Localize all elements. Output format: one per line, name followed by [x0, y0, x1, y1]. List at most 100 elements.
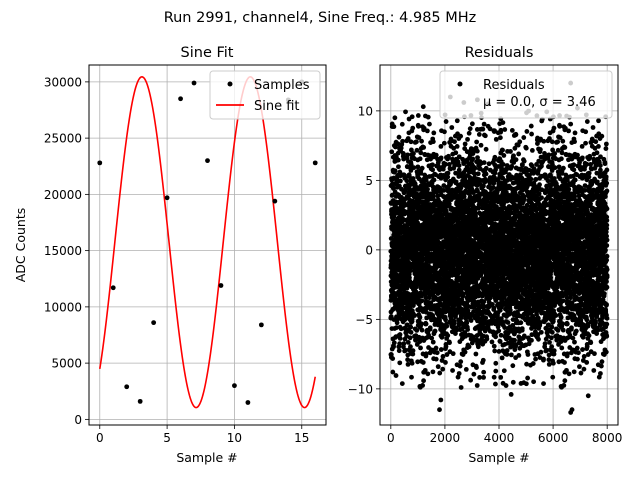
residual-point [423, 295, 429, 301]
residual-point [454, 144, 460, 149]
residual-point [431, 194, 436, 199]
residual-point [410, 176, 416, 181]
residual-point [492, 154, 498, 160]
sample-point [218, 283, 224, 288]
residual-point [390, 356, 396, 361]
residual-point [435, 364, 441, 370]
residual-point [421, 378, 426, 384]
y-tick-label: 30000 [44, 75, 82, 89]
residual-point [481, 369, 487, 375]
residual-point [456, 371, 462, 376]
residual-point [521, 135, 527, 140]
sample-point [205, 158, 210, 164]
residual-point [409, 360, 415, 366]
residual-point [419, 138, 424, 144]
residual-point [422, 367, 428, 373]
residual-point [518, 320, 524, 326]
y-tick-label: 15000 [44, 244, 82, 258]
residual-point [513, 132, 519, 138]
residual-point [483, 171, 489, 177]
residual-point [476, 132, 482, 137]
sample-point [151, 320, 157, 326]
figure-suptitle: Run 2991, channel4, Sine Freq.: 4.985 MH… [164, 10, 477, 26]
residual-point [443, 344, 449, 350]
sample-point [245, 400, 251, 405]
residual-point [497, 135, 503, 141]
residual-point [474, 148, 480, 154]
residual-point [454, 118, 460, 124]
residual-point [516, 353, 522, 358]
residual-point [417, 314, 423, 320]
residual-point [410, 348, 416, 354]
residual-point [499, 355, 505, 361]
residual-point [413, 337, 419, 342]
residual-point [468, 318, 474, 323]
residual-point [469, 121, 475, 127]
residual-point [418, 321, 424, 327]
residual-point [420, 360, 426, 365]
y-tick-label: 10000 [44, 300, 82, 314]
residual-point [463, 366, 469, 372]
y-tick-label: 5000 [51, 357, 82, 371]
residual-point [414, 328, 420, 333]
residual-point [447, 340, 452, 346]
residual-point [397, 335, 403, 341]
sine-fit-xlabel: Sample # [176, 450, 237, 465]
residual-point [480, 126, 486, 132]
x-tick-label: 5 [163, 431, 171, 445]
residual-point [464, 320, 470, 326]
residual-point [394, 325, 399, 331]
residual-point [444, 323, 450, 329]
residuals-points [388, 80, 610, 415]
sample-point [178, 96, 183, 102]
residual-point [492, 348, 498, 354]
residual-point [430, 339, 436, 345]
residual-point [411, 151, 416, 156]
residual-point [484, 336, 490, 342]
sample-point [110, 285, 116, 291]
residual-point [500, 120, 506, 126]
residual-point [502, 127, 508, 132]
residual-point [443, 119, 449, 124]
residual-point [403, 109, 408, 115]
residual-point [498, 374, 504, 380]
residual-point [427, 121, 432, 127]
residual-point [450, 351, 456, 357]
residual-point [423, 321, 429, 327]
residual-point [396, 164, 401, 170]
residual-point [389, 149, 395, 155]
residual-point [419, 298, 425, 304]
residual-point [475, 171, 481, 177]
residual-point [474, 365, 479, 370]
residual-point [421, 145, 427, 150]
residual-point [470, 156, 476, 162]
residual-point [517, 139, 523, 145]
residual-point [483, 315, 489, 321]
residual-point [445, 170, 451, 176]
residual-point [419, 165, 425, 171]
residual-point [425, 186, 430, 192]
residual-point [512, 337, 517, 343]
residual-point [408, 139, 414, 145]
residual-point [480, 357, 486, 363]
sine-fit-grid [89, 65, 326, 425]
residual-point [504, 348, 510, 353]
residual-point [403, 187, 408, 193]
residual-point [397, 360, 403, 366]
residual-point [458, 359, 464, 365]
residual-point [451, 319, 457, 325]
residual-point [407, 174, 412, 180]
residual-point [453, 150, 459, 156]
residual-point [392, 168, 398, 174]
residual-point [423, 351, 429, 357]
residual-point [500, 162, 506, 167]
sine-fit-legend: Samples Sine fit [209, 70, 321, 120]
residual-point [474, 383, 480, 388]
residual-point [425, 114, 431, 120]
residual-point [395, 141, 401, 147]
residual-point [414, 139, 419, 145]
residual-point [441, 140, 447, 146]
residual-point [391, 344, 396, 350]
residual-point [471, 371, 477, 377]
